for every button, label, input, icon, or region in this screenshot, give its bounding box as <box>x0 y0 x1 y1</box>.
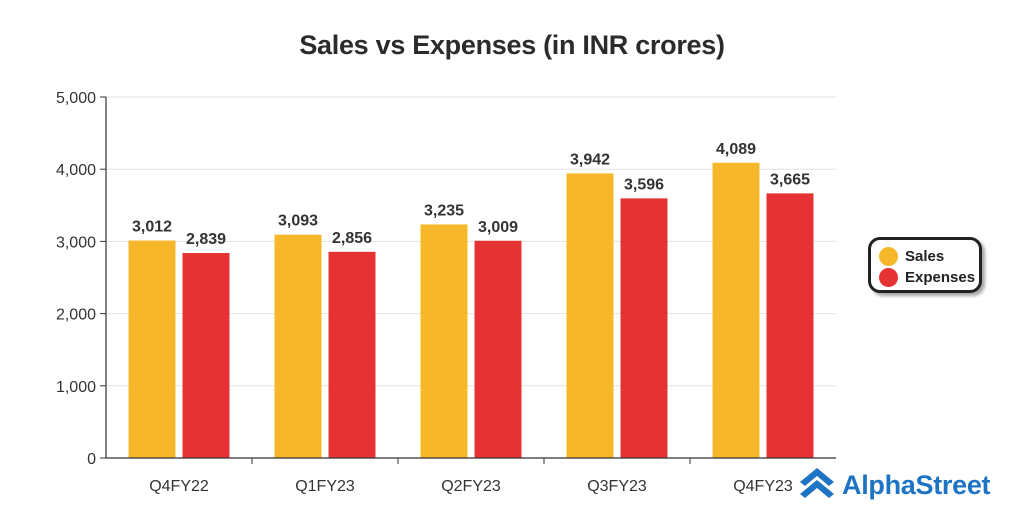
bar-sales-q4fy23 <box>712 162 760 458</box>
x-tick-label: Q4FY22 <box>149 478 209 495</box>
brand-name: AlphaStreet <box>842 469 991 500</box>
legend-swatch-sales <box>879 247 898 266</box>
bar-sales-q3fy23 <box>566 173 614 458</box>
bar-sales-q4fy22 <box>128 240 176 458</box>
bar-expenses-q3fy23 <box>620 198 668 458</box>
bar-expenses-q2fy23 <box>474 240 522 458</box>
legend-label-expenses: Expenses <box>905 269 976 286</box>
value-label-sales-q4fy22: 3,012 <box>132 219 172 236</box>
chart-legend: Sales Expenses <box>868 237 982 293</box>
legend-item-expenses: Expenses <box>879 267 979 288</box>
value-label-expenses-q1fy23: 2,856 <box>332 230 372 247</box>
bars <box>128 162 814 458</box>
bar-expenses-q4fy22 <box>182 253 230 458</box>
value-label-expenses-q2fy23: 3,009 <box>478 219 518 236</box>
y-tick-label: 4,000 <box>56 162 96 179</box>
x-tick-label: Q1FY23 <box>295 478 355 495</box>
legend-swatch-expenses <box>879 268 898 287</box>
legend-label-sales: Sales <box>905 248 945 265</box>
legend-item-sales: Sales <box>879 246 979 267</box>
x-axis: Q4FY22 Q1FY23 Q2FY23 Q3FY23 Q4FY23 <box>106 457 836 495</box>
value-labels: 3,012 2,839 3,093 2,856 3,235 3,009 3,942 3,596… <box>132 141 810 248</box>
chart-title: Sales vs Expenses (in INR crores) <box>299 30 725 60</box>
value-label-sales-q1fy23: 3,093 <box>278 213 318 230</box>
value-label-expenses-q3fy23: 3,596 <box>624 176 664 193</box>
bar-expenses-q4fy23 <box>766 193 814 458</box>
value-label-sales-q4fy23: 4,089 <box>716 141 756 158</box>
y-tick-label: 2,000 <box>56 307 96 324</box>
x-tick-label: Q4FY23 <box>733 478 793 495</box>
y-tick-label: 1,000 <box>56 379 96 396</box>
bar-expenses-q1fy23 <box>328 251 376 458</box>
value-label-sales-q2fy23: 3,235 <box>424 202 464 219</box>
y-tick-label: 0 <box>87 451 96 468</box>
x-tick-label: Q3FY23 <box>587 478 647 495</box>
x-tick-label: Q2FY23 <box>441 478 501 495</box>
bar-sales-q2fy23 <box>420 224 468 458</box>
value-label-expenses-q4fy23: 3,665 <box>770 171 810 188</box>
alphastreet-chevron-logo-icon <box>800 468 834 498</box>
y-tick-label: 5,000 <box>56 90 96 107</box>
value-label-sales-q3fy23: 3,942 <box>570 151 610 168</box>
value-label-expenses-q4fy22: 2,839 <box>186 231 226 248</box>
bar-sales-q1fy23 <box>274 234 322 458</box>
y-tick-label: 3,000 <box>56 234 96 251</box>
y-axis: 0 1,000 2,000 3,000 4,000 5,000 <box>56 90 107 468</box>
brand-logo: AlphaStreet <box>798 466 991 504</box>
